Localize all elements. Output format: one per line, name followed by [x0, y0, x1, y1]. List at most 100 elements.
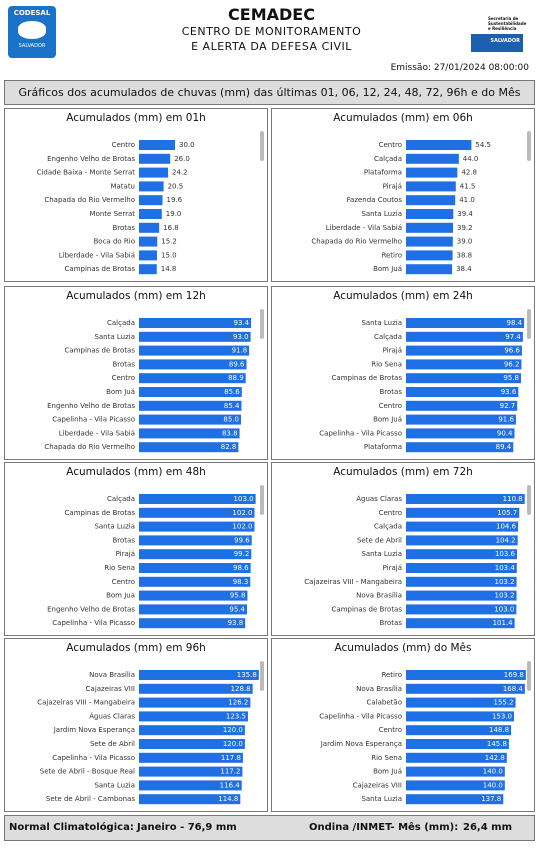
chart-panel: Acumulados (mm) em 72h Águas Claras 110.8 C… — [271, 462, 535, 636]
bar — [139, 618, 246, 629]
value-label: 168.4 — [503, 685, 524, 693]
bar — [139, 711, 248, 722]
title: CEMADEC — [228, 5, 315, 24]
category-label: Calçada — [374, 523, 402, 531]
normal-label: Normal Climatológica: — [9, 822, 134, 833]
bar — [406, 181, 456, 192]
bar — [406, 780, 505, 791]
bar — [139, 766, 243, 777]
bar — [406, 264, 453, 275]
category-label: Calabetão — [367, 699, 402, 707]
subtitle: CENTRO DE MONITORAMENTO — [181, 25, 362, 38]
category-label: Jardim Nova Esperança — [320, 740, 402, 748]
value-label: 92.7 — [500, 402, 516, 410]
value-label: 155.2 — [494, 699, 514, 707]
subtitle: E ALERTA DA DEFESA CIVIL — [191, 40, 352, 53]
category-label: Chapada do Rio Vermelho — [44, 196, 135, 204]
bar — [139, 414, 241, 425]
logo-sub: SALVADOR — [18, 43, 46, 49]
value-label: 103.0 — [234, 495, 254, 503]
category-label: Centro — [112, 141, 135, 149]
category-label: Pirajá — [383, 347, 402, 355]
banner: Gráficos dos acumulados de chuvas (mm) d… — [4, 80, 535, 105]
value-label: 169.8 — [504, 671, 524, 679]
chart: Calçada 103.0 Campinas de Brotas 102.0 Santa… — [47, 485, 264, 629]
value-label: 96.2 — [504, 360, 520, 368]
category-label: Centro — [379, 141, 402, 149]
bar — [139, 739, 245, 749]
bar — [406, 711, 514, 722]
value-label: 104.2 — [496, 536, 516, 544]
bar — [406, 549, 517, 560]
bar — [406, 563, 517, 573]
category-label: Campinas de Brotas — [65, 347, 136, 355]
bar — [406, 331, 523, 342]
category-label: Centro — [379, 402, 402, 410]
value-label: 91.8 — [232, 347, 248, 355]
value-label: 145.8 — [487, 740, 507, 748]
value-label: 137.8 — [481, 795, 501, 803]
category-label: Calçada — [374, 333, 402, 341]
value-label: 54.5 — [475, 141, 491, 149]
bar — [139, 549, 252, 560]
category-label: Brotas — [113, 360, 136, 368]
bar — [406, 400, 518, 411]
chart-panel: Acumulados (mm) em 48h Calçada 103.0 Campin… — [4, 462, 268, 636]
scrollbar — [260, 661, 264, 691]
value-label: 103.6 — [495, 550, 516, 558]
bar — [139, 780, 242, 791]
category-label: Pirajá — [383, 564, 402, 572]
logo-text: CODESAL — [13, 9, 51, 17]
bar — [139, 331, 251, 342]
category-label: Sete de Abril - Cambonas — [46, 795, 135, 803]
chart-title: Acumulados (mm) em 72h — [333, 466, 473, 478]
bar — [406, 766, 505, 777]
category-label: Bom Juá — [373, 265, 402, 273]
value-label: 120.0 — [223, 726, 243, 734]
category-label: Capelinha - Vila Picasso — [319, 429, 402, 437]
value-label: 44.0 — [463, 155, 479, 163]
value-label: 88.9 — [228, 374, 244, 382]
value-label: 91.6 — [498, 416, 514, 424]
category-label: Campinas de Brotas — [65, 509, 136, 517]
category-label: Nova Brasília — [89, 671, 135, 679]
emission: Emissão: 27/01/2024 08:00:00 — [390, 63, 529, 73]
bar — [139, 318, 252, 328]
value-label: 15.2 — [161, 238, 177, 246]
bar — [406, 153, 459, 164]
bar — [139, 535, 252, 546]
bar — [139, 209, 162, 219]
bar — [139, 683, 253, 694]
category-label: Engenho Velho de Brotas — [47, 402, 135, 410]
value-label: 126.2 — [228, 699, 248, 707]
category-label: Santa Luzia — [361, 795, 402, 803]
logo-right-text: Secretaria de Sustentabilidade e Resiliê… — [488, 16, 527, 31]
bar — [139, 387, 242, 397]
value-label: 128.8 — [231, 685, 251, 693]
chart-title: Acumulados (mm) do Mês — [334, 642, 472, 654]
chart-panel: Acumulados (mm) em 96h Nova Brasília 135.8… — [4, 638, 268, 812]
value-label: 39.2 — [457, 224, 473, 232]
chart: Nova Brasília 135.8 Cajazeiras VIII 128.8 Ca… — [37, 661, 264, 805]
category-label: Capelinha - Vila Picasso — [52, 754, 135, 762]
value-label: 93.0 — [233, 333, 249, 341]
bar — [406, 604, 517, 615]
bar — [139, 507, 255, 518]
chart: Calçada 93.4 Santa Luzia 93.0 Campinas de Br… — [44, 309, 264, 453]
chart-title: Acumulados (mm) em 06h — [333, 112, 473, 124]
category-label: Rio Sena — [371, 360, 402, 368]
bar — [406, 345, 522, 356]
value-label: 16.8 — [163, 224, 179, 232]
chart-title: Acumulados (mm) em 01h — [66, 112, 206, 124]
category-label: Matatu — [110, 182, 135, 190]
bar — [406, 535, 518, 546]
bar — [406, 521, 519, 532]
station-value: 26,4 mm — [463, 822, 512, 833]
category-label: Engenho Velho de Brotas — [47, 605, 135, 613]
logo-shape — [18, 21, 46, 39]
bar — [406, 739, 509, 749]
value-label: 83.8 — [222, 429, 238, 437]
bar — [139, 494, 256, 504]
bar — [139, 428, 240, 439]
